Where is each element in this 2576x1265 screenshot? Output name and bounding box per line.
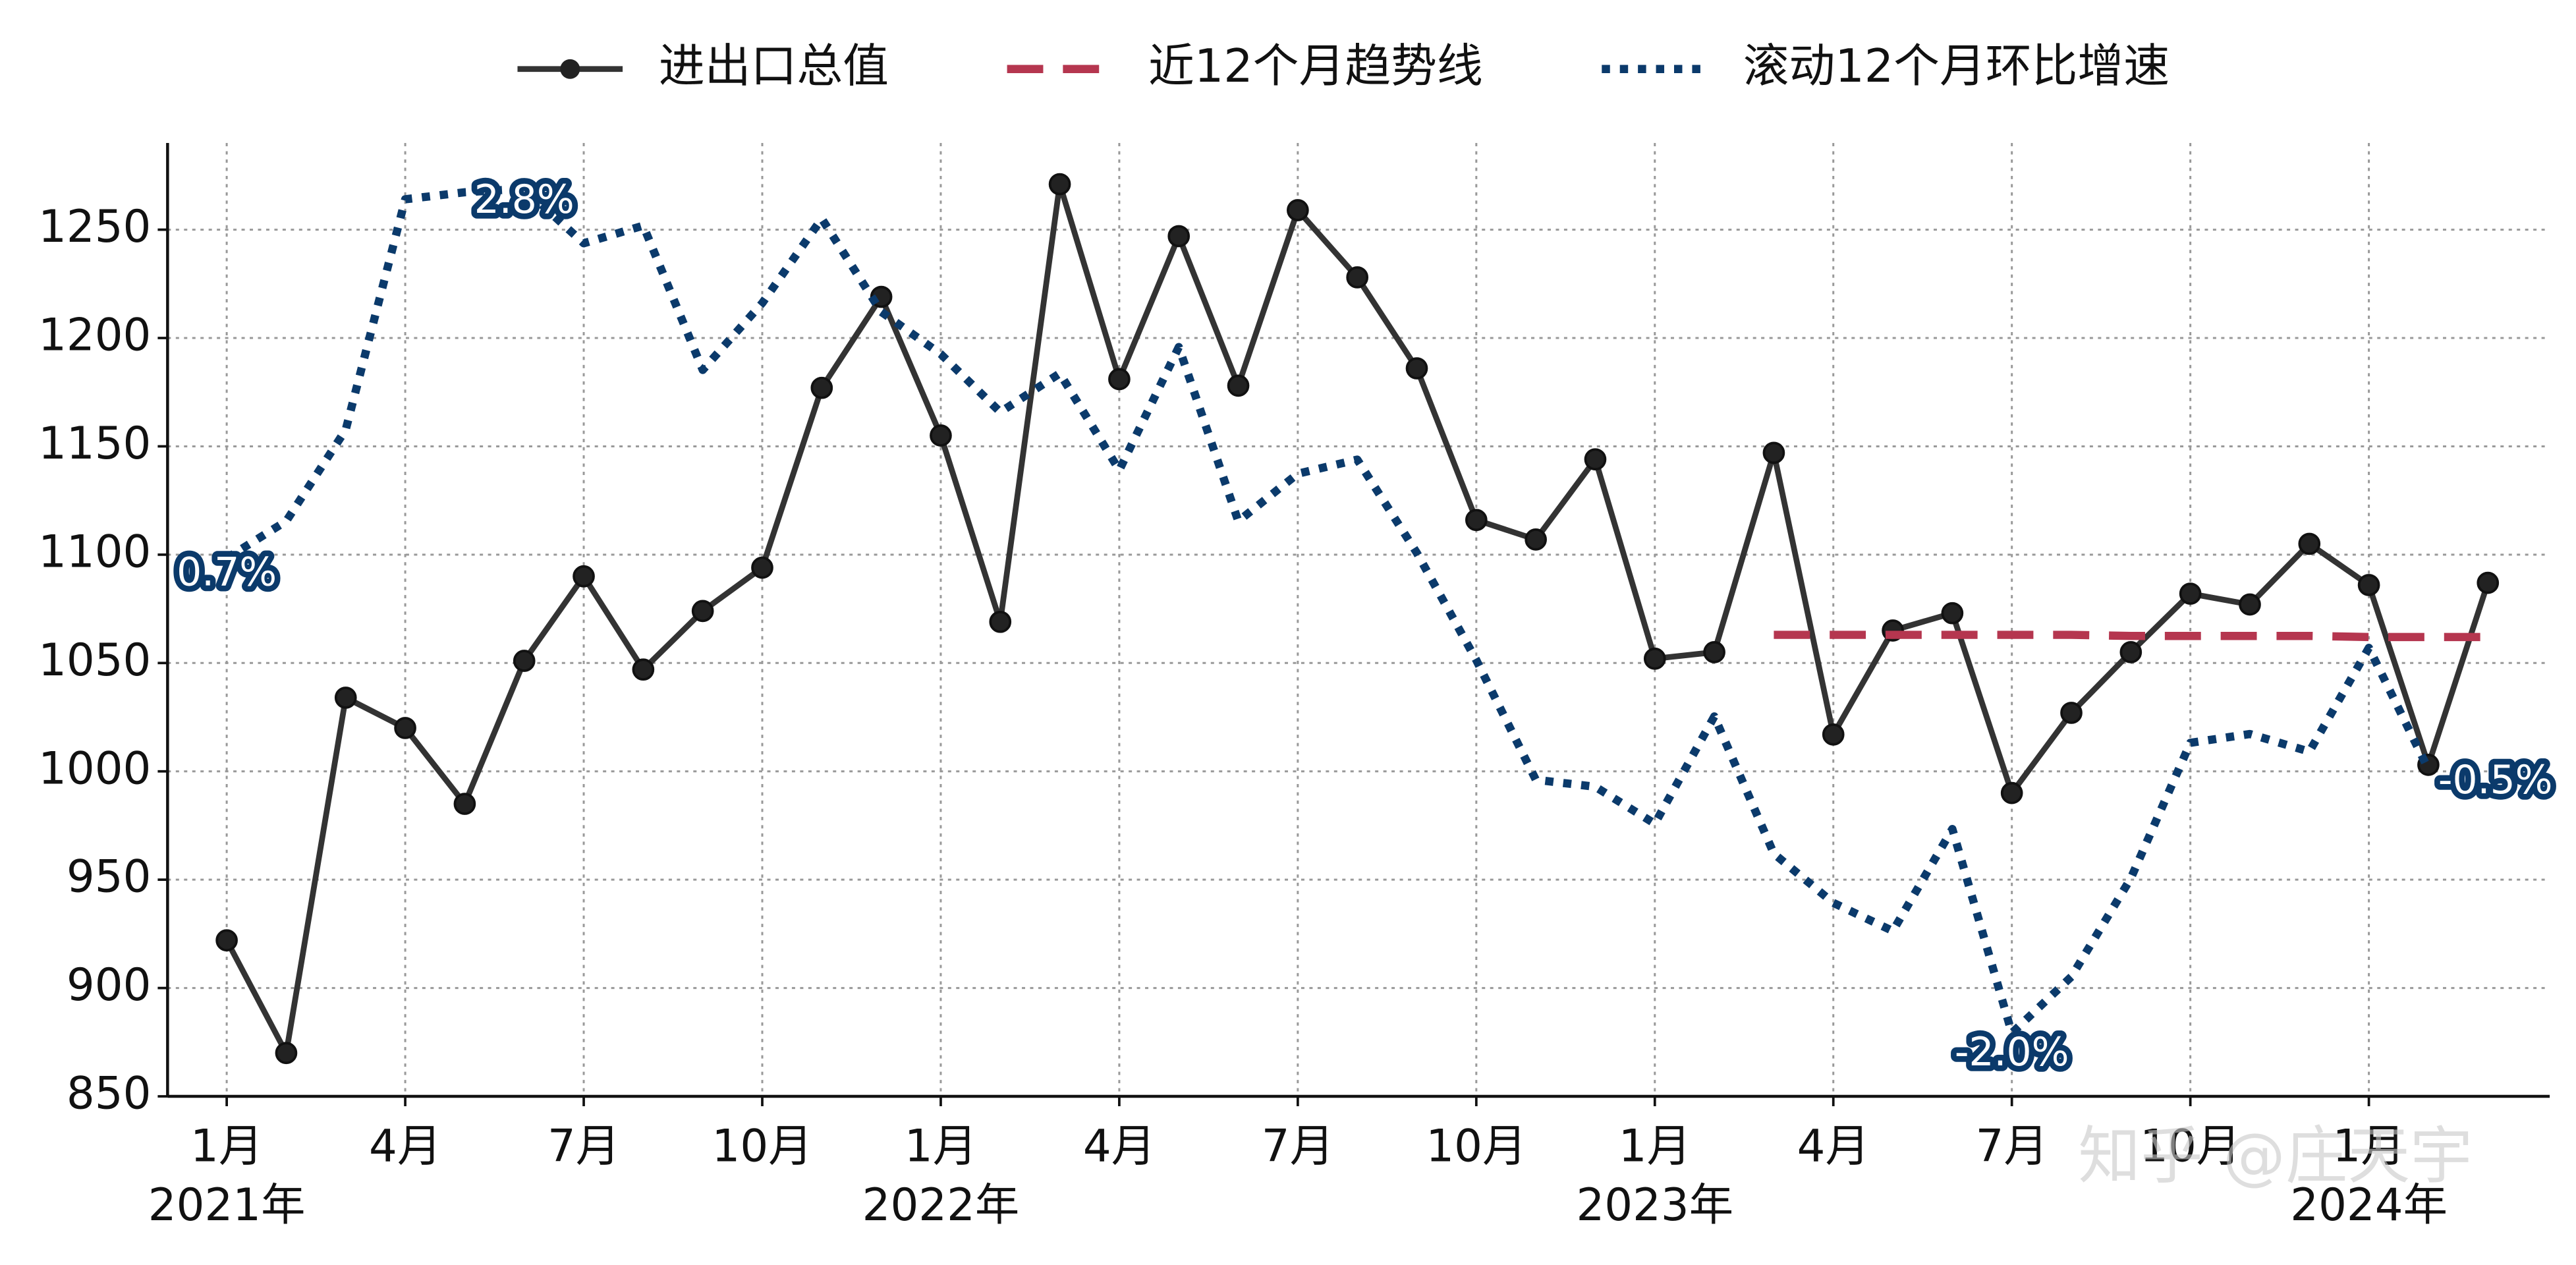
y-tick-label: 1000: [38, 742, 151, 794]
point: [2179, 582, 2202, 605]
x-tick-label: 4月: [1797, 1119, 1870, 1171]
point: [2000, 781, 2023, 804]
point: [1048, 173, 1071, 196]
x-tick-label: 7月: [547, 1119, 620, 1171]
y-tick-label: 900: [67, 959, 151, 1011]
x-tick-label: 7月: [1976, 1119, 2048, 1171]
x-tick-label: 1月: [2333, 1119, 2405, 1171]
point: [1346, 266, 1369, 289]
x-tick-label: 10月: [712, 1119, 813, 1171]
point: [1108, 368, 1131, 391]
value-label: -2.0%: [1955, 1029, 2069, 1075]
point: [2119, 641, 2142, 663]
point: [1227, 374, 1250, 397]
point: [2239, 593, 2261, 616]
value-label: 0.7%: [177, 549, 277, 596]
x-tick-label: 4月: [1083, 1119, 1156, 1171]
series-line: [224, 181, 2491, 1056]
point: [1703, 641, 1725, 663]
point: [1525, 528, 1547, 551]
point: [453, 793, 476, 815]
x-tick-label: 10月: [1426, 1119, 1526, 1171]
y-tick-label: 1050: [38, 634, 151, 686]
point: [1941, 602, 1964, 625]
y-tick-label: 1200: [38, 309, 151, 361]
y-tick-label: 1150: [38, 417, 151, 469]
point: [394, 717, 416, 739]
legend-label: 近12个月趋势线: [1148, 40, 1483, 93]
y-tick-label: 1100: [38, 525, 151, 577]
point: [930, 424, 952, 447]
point: [632, 658, 655, 681]
point: [513, 650, 536, 672]
point: [810, 376, 833, 399]
point: [2357, 574, 2380, 596]
legend-marker: [560, 59, 580, 79]
y-tick-label: 950: [67, 851, 151, 903]
point: [1465, 509, 1488, 532]
point: [215, 929, 238, 952]
x-tick-label: 10月: [2140, 1119, 2241, 1171]
x-tick-label: 1月: [190, 1119, 263, 1171]
x-year-label: 2023年: [1576, 1179, 1733, 1231]
point: [2298, 532, 2321, 555]
x-year-label: 2021年: [148, 1179, 306, 1231]
point: [1167, 225, 1190, 248]
x-tick-label: 1月: [905, 1119, 977, 1171]
y-tick-label: 850: [67, 1067, 151, 1119]
point: [275, 1042, 298, 1065]
value-label: 2.8%: [474, 177, 574, 223]
point: [573, 565, 595, 588]
point: [2477, 571, 2500, 594]
point: [1822, 723, 1845, 746]
legend-label: 滚动12个月环比增速: [1743, 40, 2170, 93]
point: [691, 600, 714, 623]
legend-label: 进出口总值: [659, 40, 889, 93]
point: [2060, 702, 2083, 724]
point: [989, 610, 1012, 633]
x-year-label: 2024年: [2290, 1179, 2448, 1231]
value-label: -0.5%: [2438, 757, 2553, 803]
x-tick-label: 7月: [1262, 1119, 1334, 1171]
x-tick-label: 4月: [369, 1119, 441, 1171]
series-line: [1774, 631, 2488, 642]
watermark: 知乎 @庄天宇: [2078, 1120, 2473, 1193]
point: [1584, 448, 1607, 471]
point: [1643, 647, 1666, 670]
point: [334, 687, 357, 709]
point: [751, 556, 773, 579]
y-tick-label: 1250: [38, 200, 151, 252]
x-tick-label: 1月: [1619, 1119, 1691, 1171]
point: [1762, 441, 1785, 464]
point: [1405, 357, 1428, 380]
x-year-label: 2022年: [862, 1179, 1020, 1231]
point: [1287, 199, 1309, 221]
